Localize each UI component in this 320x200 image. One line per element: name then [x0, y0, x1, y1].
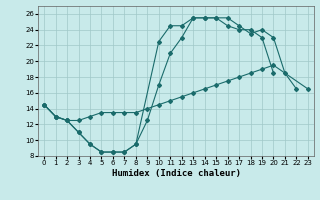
- X-axis label: Humidex (Indice chaleur): Humidex (Indice chaleur): [111, 169, 241, 178]
